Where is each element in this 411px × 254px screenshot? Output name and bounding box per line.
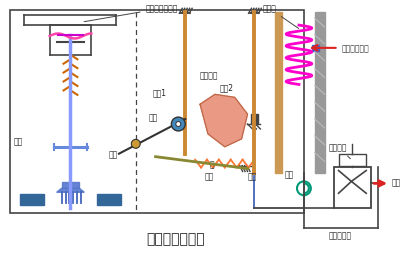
Text: 气动放大器: 气动放大器 [329, 231, 352, 240]
Text: 气动阀门定位器: 气动阀门定位器 [146, 232, 205, 246]
Text: 拨杆: 拨杆 [109, 150, 118, 159]
Text: 弹簧: 弹簧 [205, 172, 214, 181]
Polygon shape [200, 95, 247, 147]
Bar [334, 167, 371, 208]
Text: 杠杆2: 杠杆2 [220, 83, 234, 92]
Text: 滚轮: 滚轮 [149, 113, 158, 122]
Text: 波纹管: 波纹管 [262, 5, 299, 29]
Polygon shape [97, 195, 121, 205]
Text: 喷嘴: 喷嘴 [285, 170, 294, 179]
Text: 恒节流孔: 恒节流孔 [329, 143, 350, 159]
Circle shape [132, 140, 140, 149]
Text: 杠杆1: 杠杆1 [152, 88, 166, 97]
Text: 平板: 平板 [14, 137, 23, 146]
Circle shape [171, 118, 185, 131]
Text: 偏心凸轮: 偏心凸轮 [200, 71, 219, 80]
Polygon shape [62, 183, 79, 188]
Text: 挡板: 挡板 [247, 172, 257, 181]
Polygon shape [250, 115, 259, 124]
Text: 气源: 气源 [392, 177, 401, 186]
Text: 气动薄膜调节阀: 气动薄膜调节阀 [84, 5, 178, 23]
Text: 轴: 轴 [210, 160, 215, 169]
Circle shape [176, 122, 181, 127]
Text: 压力信号输入: 压力信号输入 [342, 44, 369, 53]
Polygon shape [275, 13, 282, 174]
Polygon shape [312, 46, 319, 52]
Polygon shape [57, 188, 84, 193]
Polygon shape [315, 13, 325, 174]
Bar [339, 154, 366, 166]
Bar [10, 11, 304, 213]
Polygon shape [20, 195, 44, 205]
